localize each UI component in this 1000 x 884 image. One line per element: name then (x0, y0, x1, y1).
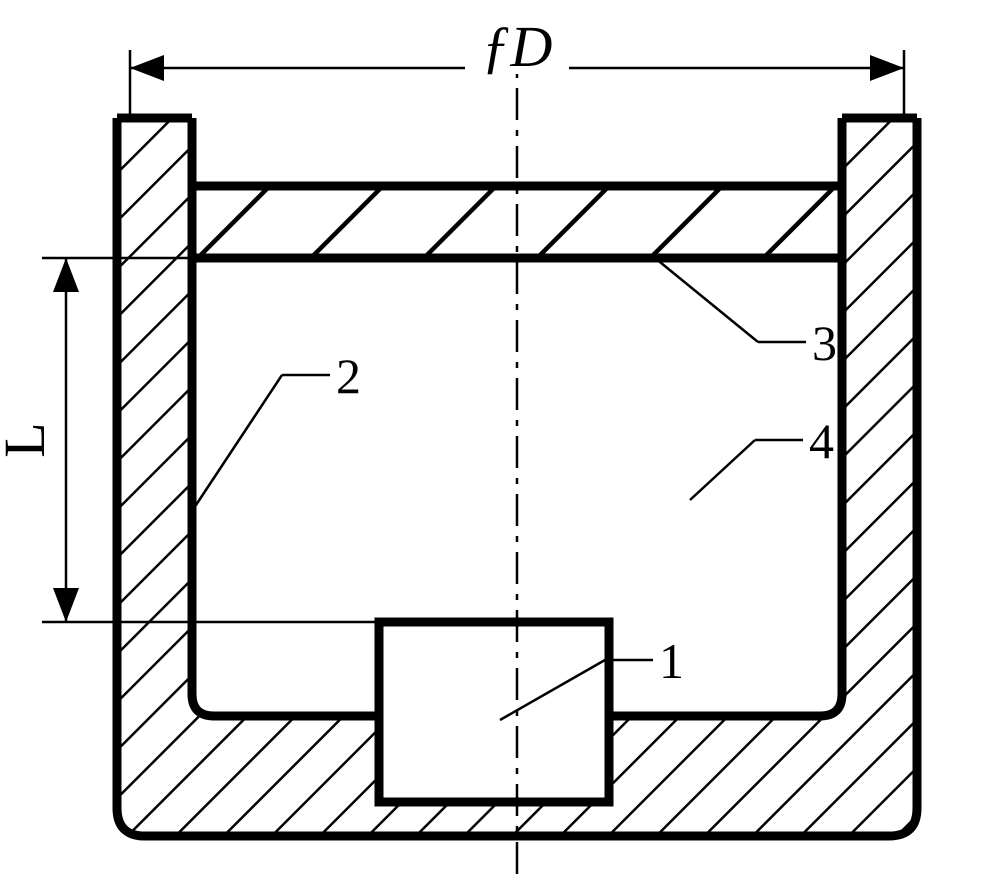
dim-l-arrow-bottom (53, 588, 79, 622)
leader-l4-line (690, 440, 755, 500)
leader-l2-label: 2 (336, 348, 361, 404)
leader-l1-label: 1 (659, 633, 684, 689)
dim-fd-arrow-right (870, 55, 904, 81)
leader-l3-line (655, 258, 758, 342)
dim-l-arrow-top (53, 258, 79, 292)
seed-block (379, 622, 609, 802)
leader-l3-label: 3 (812, 315, 837, 371)
dim-l-label: L (0, 422, 57, 457)
dim-fd-arrow-left (130, 55, 164, 81)
dim-fd-label: ƒD (482, 14, 553, 79)
leader-l2-line (194, 375, 282, 508)
leader-l4-label: 4 (809, 413, 834, 469)
